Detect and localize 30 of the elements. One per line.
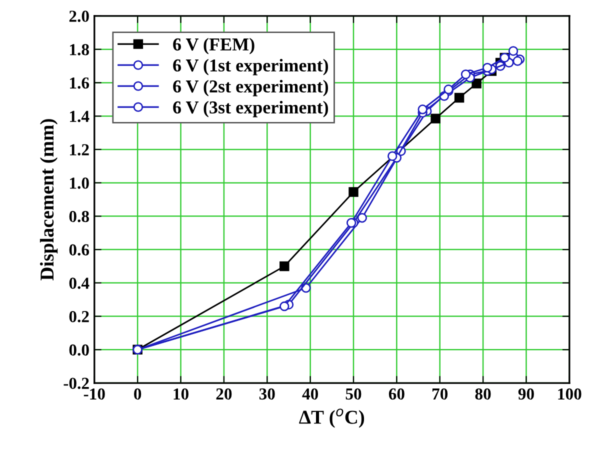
y-tick-label: 0.0 xyxy=(69,344,89,356)
x-axis-title: ΔT ($^{o}$C) xyxy=(299,408,364,428)
legend-label: 6 V (FEM) xyxy=(173,38,254,54)
y-tick-label: 1.6 xyxy=(70,77,90,89)
legend-label: 6 V (3st experiment) xyxy=(173,100,328,118)
x-tick-label: 60 xyxy=(388,388,404,400)
y-tick-label: 1.8 xyxy=(70,44,89,56)
y-axis-title: Displacement (mm) xyxy=(40,119,58,280)
legend-label: 6 V (1st experiment) xyxy=(173,58,328,76)
y-tick-label: 0.4 xyxy=(69,278,90,289)
legend-label: 6 V (2st experiment) xyxy=(173,80,328,96)
x-tick-label: 0 xyxy=(134,388,142,400)
y-tick-label: 0.6 xyxy=(69,244,90,256)
y-tick-label: 1.4 xyxy=(70,110,90,122)
x-tick-label: 30 xyxy=(259,388,275,400)
x-tick-label: 100 xyxy=(558,388,582,400)
x-tick-label: 90 xyxy=(518,388,534,400)
x-tick-label: 50 xyxy=(346,388,362,400)
y-tick-label: 2.0 xyxy=(69,10,89,22)
y-tick-label: 0.8 xyxy=(69,210,89,222)
y-tick-label: 1.0 xyxy=(70,178,89,189)
y-tick-label: 0.2 xyxy=(69,310,89,322)
x-tick-label: 20 xyxy=(216,388,232,400)
y-tick-label: -0.2 xyxy=(64,378,89,390)
x-tick-label: 10 xyxy=(174,388,188,400)
x-tick-label: -10 xyxy=(84,388,105,400)
x-tick-label: 80 xyxy=(475,388,491,400)
x-tick-label: 40 xyxy=(302,388,318,400)
y-tick-label: 1.2 xyxy=(70,144,89,156)
x-tick-label: 70 xyxy=(432,388,448,400)
